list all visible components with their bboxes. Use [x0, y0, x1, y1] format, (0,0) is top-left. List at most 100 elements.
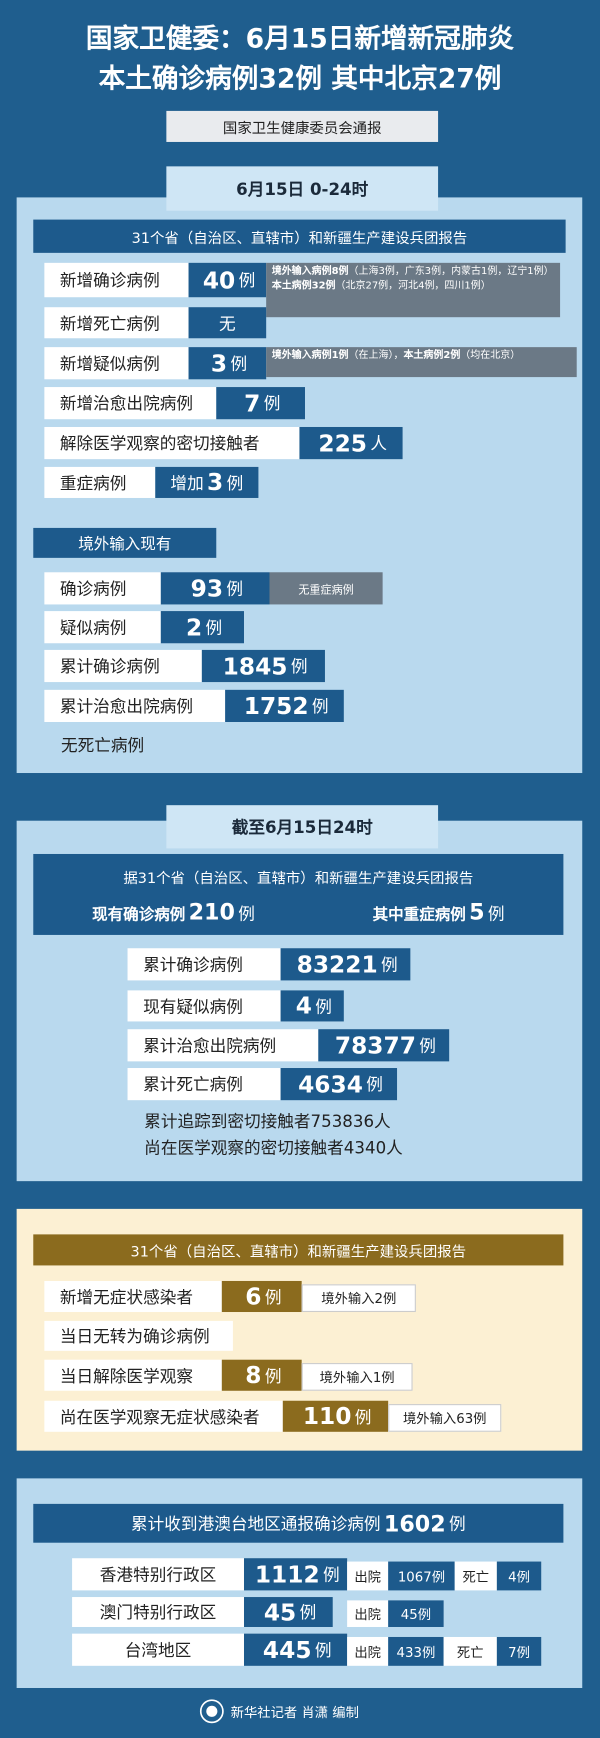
banner-text: 31个省（自治区、直辖市）和新疆生产建设兵团报告 [131, 230, 468, 247]
value-part: 例 [230, 353, 248, 374]
note-text: 境外输入63例 [402, 1410, 487, 1427]
note-part: （北京27例，河北4例，四川1例） [335, 280, 491, 292]
label-box: 尚在医学观察无症状感染者 [44, 1400, 283, 1432]
logo-core [206, 1705, 218, 1717]
label: 新增治愈出院病例 [59, 393, 193, 414]
value-part: 6 [245, 1283, 262, 1310]
stat-label: 出院 [347, 1561, 389, 1591]
source: 国家卫生健康委员会通报 [222, 120, 382, 137]
value-part: 110 [302, 1402, 352, 1430]
value-box: 1752 例 [225, 689, 344, 722]
stat-label: 出院 [347, 1600, 389, 1627]
value-part: 1602 [383, 1509, 446, 1537]
value-part: 3 [210, 349, 228, 377]
value-box: 1112 例 [243, 1558, 348, 1591]
note: 无重症病例 [269, 572, 383, 605]
stat-label: 出院 [347, 1636, 389, 1666]
value-part: 93 [190, 575, 224, 602]
summary-box: 据31个省（自治区、直辖市）和新疆生产建设兵团报告 现有确诊病例 210 例其中重症病… [33, 853, 564, 935]
value-part: 例 [226, 578, 244, 599]
value-box: 93 例 [160, 572, 270, 605]
value-part: 83221 [296, 951, 378, 978]
note-line: 境外输入病例8例（上海3例，广东3例，内蒙古1例，辽宁1例） [272, 265, 555, 279]
value-part: 1752 [243, 692, 309, 720]
label-box: 新增确诊病例 [44, 262, 189, 298]
value-part: 40 [202, 266, 236, 294]
value-box: 110 例 [282, 1400, 389, 1432]
section-tab: 6月15日 0-24时 [166, 166, 439, 211]
note-line: 境外输入病例1例（在上海），本土病例2例（均在北京） [272, 349, 571, 363]
stat-value: 7例 [496, 1636, 542, 1666]
value-part: 210 [188, 898, 235, 925]
label-box: 新增无症状感染者 [44, 1280, 222, 1313]
label-box: 当日解除医学观察 [44, 1359, 222, 1391]
note-text: 无重症病例 [298, 584, 354, 597]
value-box: 445 例 [243, 1633, 348, 1666]
label-box: 累计确诊病例 [127, 948, 281, 981]
label: 新增死亡病例 [59, 313, 160, 334]
value-part: 1112 [254, 1561, 320, 1588]
stat-label: 死亡 [454, 1561, 497, 1591]
value-part: 例 [448, 1513, 466, 1534]
stat-value: 4例 [496, 1561, 542, 1591]
value-part: 增加 [170, 473, 204, 493]
value-part: 445 [262, 1636, 312, 1664]
value-part: 78377 [334, 1031, 416, 1059]
label: 尚在医学观察无症状感染者 [59, 1406, 260, 1427]
value-box: 45 例 [243, 1597, 333, 1627]
label: 累计确诊病例 [143, 954, 243, 975]
value-part: 3 [207, 469, 224, 496]
title: 本土确诊病例32例 其中北京27例 [0, 55, 600, 95]
banner: 31个省（自治区、直辖市）和新疆生产建设兵团报告 [33, 1234, 564, 1266]
label: 确诊病例 [59, 578, 127, 599]
banner: 31个省（自治区、直辖市）和新疆生产建设兵团报告 [33, 219, 566, 253]
value-box: 无 [188, 307, 267, 339]
summary-note-text: 累计追踪到密切接触者753836人 [144, 1110, 391, 1131]
label-box: 澳门特别行政区 [72, 1597, 244, 1627]
label-box: 累计确诊病例 [44, 649, 202, 683]
banner-text: 境外输入现有 [78, 535, 172, 553]
note-line: 本土病例32例（北京27例，河北4例，四川1例） [272, 279, 555, 293]
source-box: 国家卫生健康委员会通报 [166, 110, 439, 142]
label: 累计治愈出院病例 [59, 696, 193, 717]
note-part: （在上海）， [348, 350, 404, 362]
label-box: 新增疑似病例 [44, 347, 189, 380]
value-part: 8 [245, 1361, 262, 1389]
label-box: 新增治愈出院病例 [44, 387, 217, 420]
value-part: 例 [315, 996, 332, 1017]
summary-note: 累计追踪到密切接触者753836人 [144, 1107, 565, 1134]
value-part: 例 [419, 1035, 436, 1056]
value-part: 例 [238, 903, 255, 924]
label: 现有疑似病例 [143, 996, 243, 1017]
summary-text: 据31个省（自治区、直辖市）和新疆生产建设兵团报告 [123, 870, 474, 887]
label: 累计治愈出院病例 [143, 1035, 277, 1056]
label: 解除医学观察的密切接触者 [59, 433, 260, 454]
label: 累计确诊病例 [59, 656, 160, 677]
value-part: 5 [469, 898, 485, 925]
value-part: 例 [263, 393, 281, 414]
summary-group: 其中重症病例 5 例 [373, 898, 505, 925]
title-line: 本土确诊病例32例 其中北京27例 [98, 62, 502, 94]
section-tab: 截至6月15日24时 [166, 805, 439, 849]
value-part: 例 [264, 1365, 282, 1386]
value-part: 225 [318, 429, 367, 457]
value-box: 225 人 [299, 426, 403, 460]
value-part: 例 [487, 903, 505, 924]
tab-text: 截至6月15日24时 [231, 817, 373, 838]
summary-note-text: 尚在医学观察的密切接触者4340人 [144, 1137, 403, 1158]
note-part: 本土病例2例 [403, 350, 461, 362]
value-part: 例 [354, 1406, 372, 1427]
label-box: 新增死亡病例 [44, 307, 189, 339]
label: 重症病例 [59, 473, 127, 493]
label: 疑似病例 [59, 617, 127, 638]
tab-text: 6月15日 0-24时 [236, 179, 369, 200]
banner: 境外输入现有 [33, 527, 217, 558]
value-part: 例 [290, 656, 308, 677]
note-text: 境外输入2例 [321, 1290, 397, 1307]
label: 新增无症状感染者 [59, 1287, 193, 1308]
value-part: 例 [380, 954, 398, 975]
summary-label: 现有确诊病例 [92, 906, 186, 924]
